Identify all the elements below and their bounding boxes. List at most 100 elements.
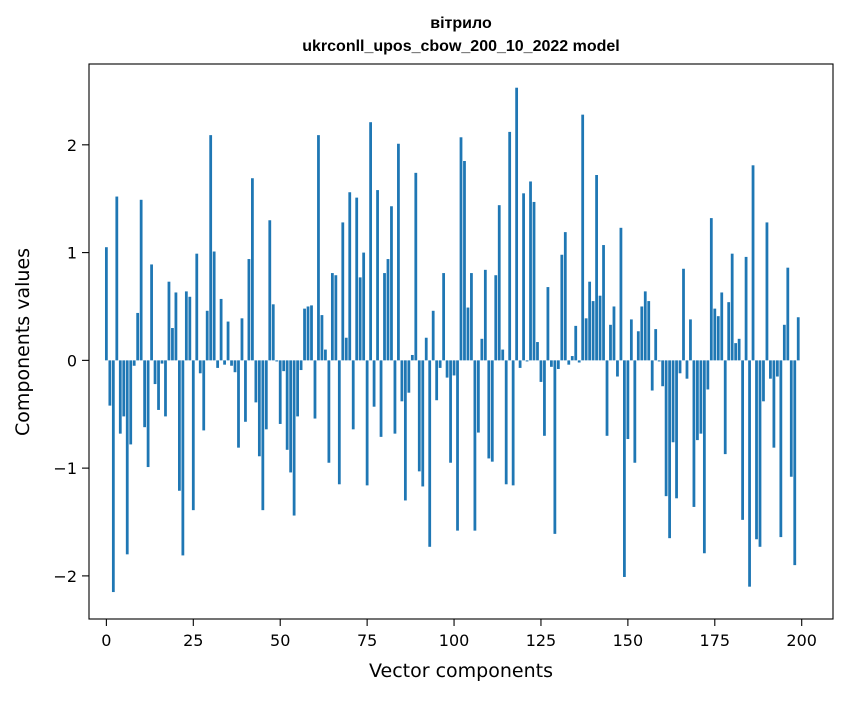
bar: [584, 318, 588, 361]
bar: [748, 360, 751, 587]
bar: [212, 251, 216, 361]
bar: [403, 360, 407, 501]
bar: [612, 306, 616, 361]
bar: [303, 308, 306, 361]
bar: [188, 296, 192, 361]
bar: [730, 253, 734, 361]
bar: [115, 196, 119, 361]
y-tick-label: 1: [67, 244, 77, 263]
bar: [762, 360, 765, 402]
bar: [108, 360, 112, 406]
bar: [313, 360, 317, 419]
bar: [789, 360, 793, 477]
bar: [678, 360, 682, 374]
y-axis-ticks: −2 −1 0 1 2: [53, 136, 89, 586]
bar: [529, 181, 532, 361]
bar: [682, 268, 685, 361]
bar: [536, 342, 539, 361]
bar: [696, 360, 699, 441]
bar: [779, 360, 783, 538]
chart-subtitle: ukrconll_upos_cbow_200_10_2022 model: [302, 38, 619, 55]
bar: [195, 253, 199, 361]
bar: [136, 312, 140, 361]
bar: [251, 178, 254, 361]
bar: [257, 360, 261, 457]
bar: [782, 324, 786, 361]
bar: [508, 131, 512, 361]
chart-title: вітрило: [430, 15, 492, 32]
bar: [285, 360, 289, 450]
bar: [546, 287, 550, 361]
bar: [184, 291, 188, 361]
bar: [657, 360, 661, 362]
bar: [626, 360, 630, 440]
bar: [164, 360, 167, 417]
bar: [254, 360, 258, 403]
bar: [125, 360, 129, 555]
x-tick-label: 150: [613, 631, 644, 650]
bars-group: [104, 87, 800, 593]
bar: [563, 232, 567, 361]
bar: [153, 360, 157, 385]
bar: [240, 318, 244, 361]
bar: [577, 360, 581, 363]
bar: [758, 360, 762, 547]
bar: [390, 206, 393, 361]
bar: [431, 310, 435, 361]
bar: [525, 360, 529, 362]
bar: [574, 325, 578, 361]
bar: [278, 360, 282, 424]
bar: [744, 256, 748, 361]
bar: [723, 360, 727, 455]
bar: [734, 343, 738, 361]
bar: [438, 360, 442, 368]
bar: [470, 273, 473, 361]
bar: [706, 360, 710, 390]
bar: [463, 160, 466, 361]
bar: [459, 137, 463, 361]
bar: [244, 360, 247, 422]
bar: [209, 135, 213, 361]
bar: [424, 337, 428, 361]
plot-area-frame: [88, 63, 834, 620]
bar: [341, 222, 345, 361]
bar: [654, 329, 658, 361]
bar: [310, 305, 313, 361]
bar: [598, 295, 602, 361]
bar: [337, 360, 341, 485]
bar: [327, 360, 331, 463]
bar: [602, 245, 605, 361]
bar: [765, 222, 769, 361]
bar: [483, 269, 487, 361]
bar: [299, 360, 303, 371]
bar: [616, 360, 619, 377]
bar: [442, 273, 446, 361]
bar: [247, 259, 251, 361]
bar: [334, 275, 338, 361]
bar: [692, 360, 696, 507]
bar: [219, 298, 223, 361]
bar: [205, 310, 209, 361]
bar: [456, 360, 459, 531]
bar: [466, 307, 470, 361]
bar: [671, 360, 675, 443]
bar: [786, 267, 790, 361]
bar: [709, 218, 713, 361]
bar: [793, 360, 797, 566]
bar: [355, 197, 359, 361]
bar: [122, 360, 126, 417]
bar: [157, 360, 160, 410]
bar: [532, 201, 536, 361]
bar: [727, 302, 731, 361]
x-tick-label: 125: [526, 631, 557, 650]
bar: [591, 301, 595, 361]
bar: [741, 360, 744, 520]
bar: [609, 324, 612, 361]
bar: [452, 360, 456, 376]
y-axis-label: Components values: [12, 248, 34, 436]
bar: [202, 360, 206, 431]
bar: [643, 291, 647, 361]
bar: [650, 360, 654, 391]
bar: [428, 360, 432, 547]
bar: [713, 308, 717, 361]
